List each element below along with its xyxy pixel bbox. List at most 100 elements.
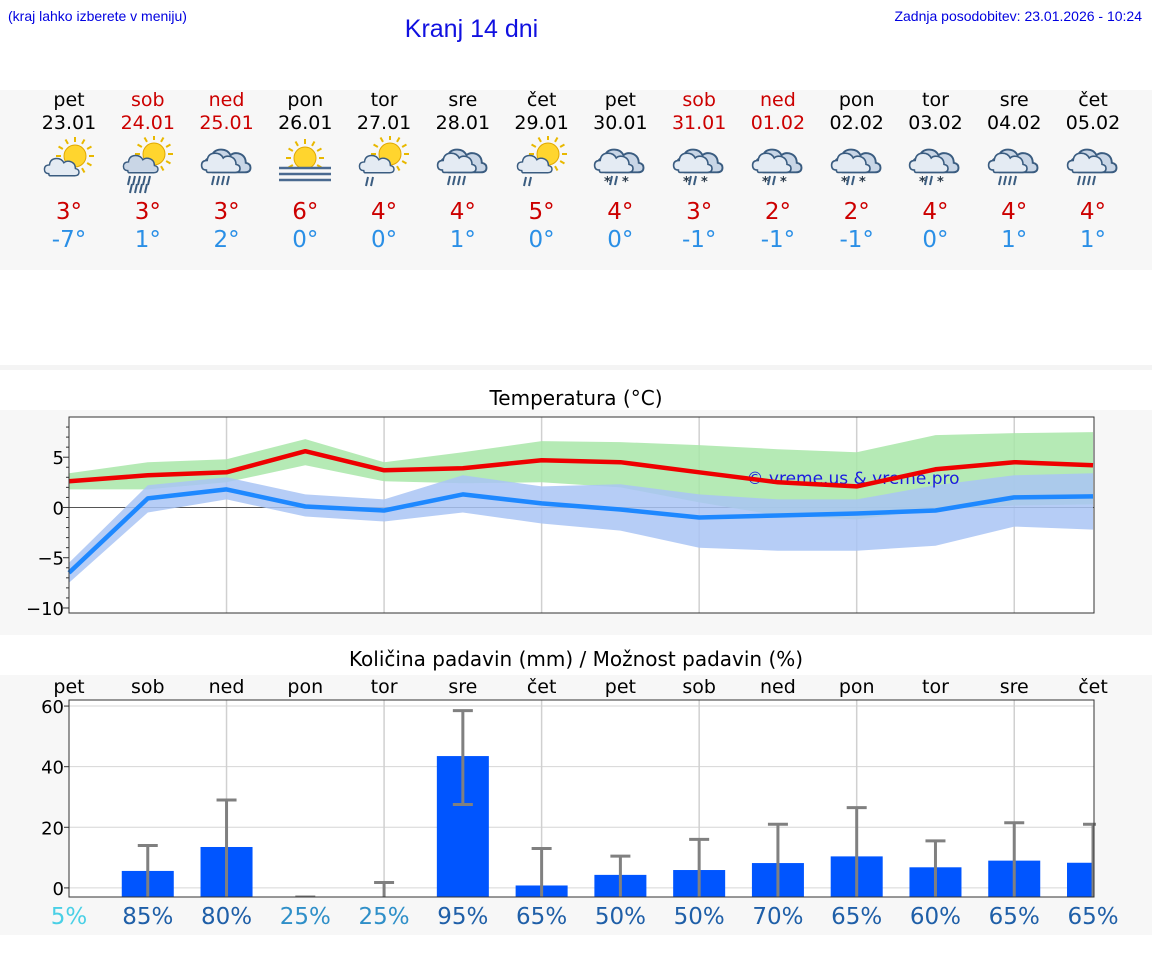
precip-day-label: sre (999, 676, 1029, 698)
day-max-temp: 2° (843, 199, 870, 225)
day-date: 03.02 (908, 112, 963, 134)
day-date: 05.02 (1065, 112, 1121, 134)
min-temp-range-band (69, 473, 1093, 583)
day-max-temp: 4° (1079, 199, 1107, 225)
day-name: ned (760, 89, 796, 111)
rain-cloud-icon (988, 148, 1039, 186)
day-min-temp: 2° (213, 227, 240, 253)
precipitation-chart: 60 40 20 0 (41, 697, 1096, 900)
precip-day-label: sob (130, 676, 165, 698)
precip-chance-label: 65% (831, 904, 883, 930)
day-name: čet (1078, 89, 1108, 111)
day-min-temp: 0° (528, 227, 555, 253)
precip-day-label: pon (838, 676, 875, 698)
temperature-chart-title: Temperatura (°C) (489, 386, 663, 410)
precip-day-label: čet (526, 676, 557, 698)
day-date: 28.01 (435, 112, 491, 134)
rain-cloud-icon (200, 148, 251, 186)
day-min-temp: 0° (292, 227, 319, 253)
svg-text:*: * (604, 175, 611, 190)
precip-day-label: tor (922, 676, 949, 698)
day-date: 04.02 (987, 112, 1042, 134)
day-max-temp: 3° (134, 199, 161, 225)
daily-forecast-strip (0, 90, 1152, 270)
precip-day-label: sre (448, 676, 478, 698)
svg-text:*: * (841, 175, 848, 190)
svg-text:*: * (780, 175, 787, 190)
precip-y-tick-label: 20 (41, 818, 64, 839)
day-name: tor (922, 89, 949, 111)
svg-text:*: * (937, 175, 944, 190)
day-name: sob (130, 89, 165, 111)
day-name: ned (208, 89, 245, 111)
day-max-temp: 3° (213, 199, 240, 225)
sleet-cloud-icon: * * (751, 148, 803, 190)
precip-chance-label: 65% (988, 904, 1040, 930)
day-max-temp: 2° (764, 199, 791, 225)
precip-day-label: tor (370, 676, 398, 698)
day-min-temp: -1° (760, 227, 796, 253)
rain-cloud-icon (1066, 148, 1118, 186)
svg-text:*: * (683, 175, 690, 190)
precip-chance-label: 65% (516, 904, 568, 930)
precip-y-tick-label: 60 (41, 697, 64, 718)
day-name: pon (287, 89, 324, 111)
rain-cloud-icon (436, 148, 488, 186)
precipitation-chart-title: Količina padavin (mm) / Možnost padavin … (348, 647, 804, 671)
max-temp-line (68, 448, 1094, 489)
day-min-temp: 1° (1079, 227, 1107, 253)
day-min-temp: 0° (607, 227, 634, 253)
day-min-temp: 0° (371, 227, 398, 253)
precip-chance-label: 25% (279, 904, 331, 930)
precip-chance-label: 70% (752, 904, 804, 930)
precip-day-label: sob (682, 676, 716, 698)
day-name: sob (682, 89, 716, 111)
day-name: čet (526, 89, 557, 111)
day-min-temp: 1° (134, 227, 161, 253)
day-max-temp: 4° (371, 199, 398, 225)
day-max-temp: 4° (1001, 199, 1028, 225)
temp-y-tick-label: 5 (53, 448, 64, 469)
precip-chance-label: 25% (358, 904, 410, 930)
precip-y-tick-label: 0 (53, 879, 64, 900)
precip-day-label: ned (208, 676, 245, 698)
sleet-cloud-icon: * * (830, 148, 882, 190)
precip-chance-label: 50% (594, 904, 646, 930)
day-date: 27.01 (356, 112, 412, 134)
temp-y-tick-label: −5 (37, 549, 64, 570)
svg-text:*: * (762, 175, 769, 190)
precip-day-label: pon (287, 676, 324, 698)
precip-day-label: čet (1078, 676, 1108, 698)
location-hint: (kraj lahko izberete v meniju) (8, 8, 187, 24)
day-name: pon (838, 89, 875, 111)
sun-cloud-light-rain-icon (516, 136, 567, 187)
svg-text:*: * (859, 175, 866, 190)
day-date: 25.01 (199, 112, 254, 134)
day-max-temp: 4° (922, 199, 949, 225)
day-date: 01.02 (750, 112, 806, 134)
day-max-temp: 5° (528, 199, 555, 225)
day-name: pet (53, 89, 85, 111)
separator (0, 365, 1152, 370)
day-date: 02.02 (829, 112, 884, 134)
svg-text:*: * (919, 175, 926, 190)
day-min-temp: -1° (839, 227, 874, 253)
day-date: 24.01 (120, 112, 175, 134)
precip-plot-frame (68, 699, 1095, 898)
day-date: 31.01 (671, 112, 727, 134)
day-min-temp: 0° (922, 227, 949, 253)
day-max-temp: 3° (55, 199, 83, 225)
sun-cloud-rain-icon (122, 136, 173, 194)
temp-y-tick-label: 0 (53, 498, 64, 519)
day-date: 23.01 (41, 112, 97, 134)
day-name: pet (604, 89, 636, 111)
precip-chance-label: 5% (50, 904, 88, 930)
day-name: sre (448, 89, 478, 111)
precip-day-label: ned (760, 676, 796, 698)
day-date: 26.01 (278, 112, 333, 134)
precip-chance-label: 95% (437, 904, 489, 930)
temp-plot-frame (68, 416, 1095, 614)
sleet-cloud-icon: * * (594, 148, 645, 190)
sleet-cloud-icon: * * (672, 148, 724, 190)
precip-y-tick-label: 40 (41, 758, 64, 779)
